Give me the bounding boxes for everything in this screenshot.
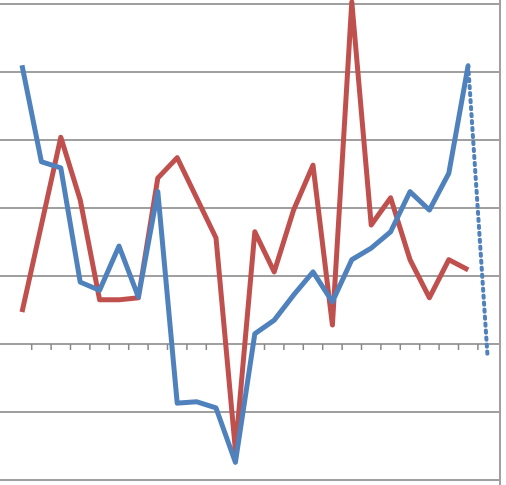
series-line [19, 64, 471, 465]
series-line [19, 0, 470, 453]
series-line-dotted [466, 63, 490, 359]
